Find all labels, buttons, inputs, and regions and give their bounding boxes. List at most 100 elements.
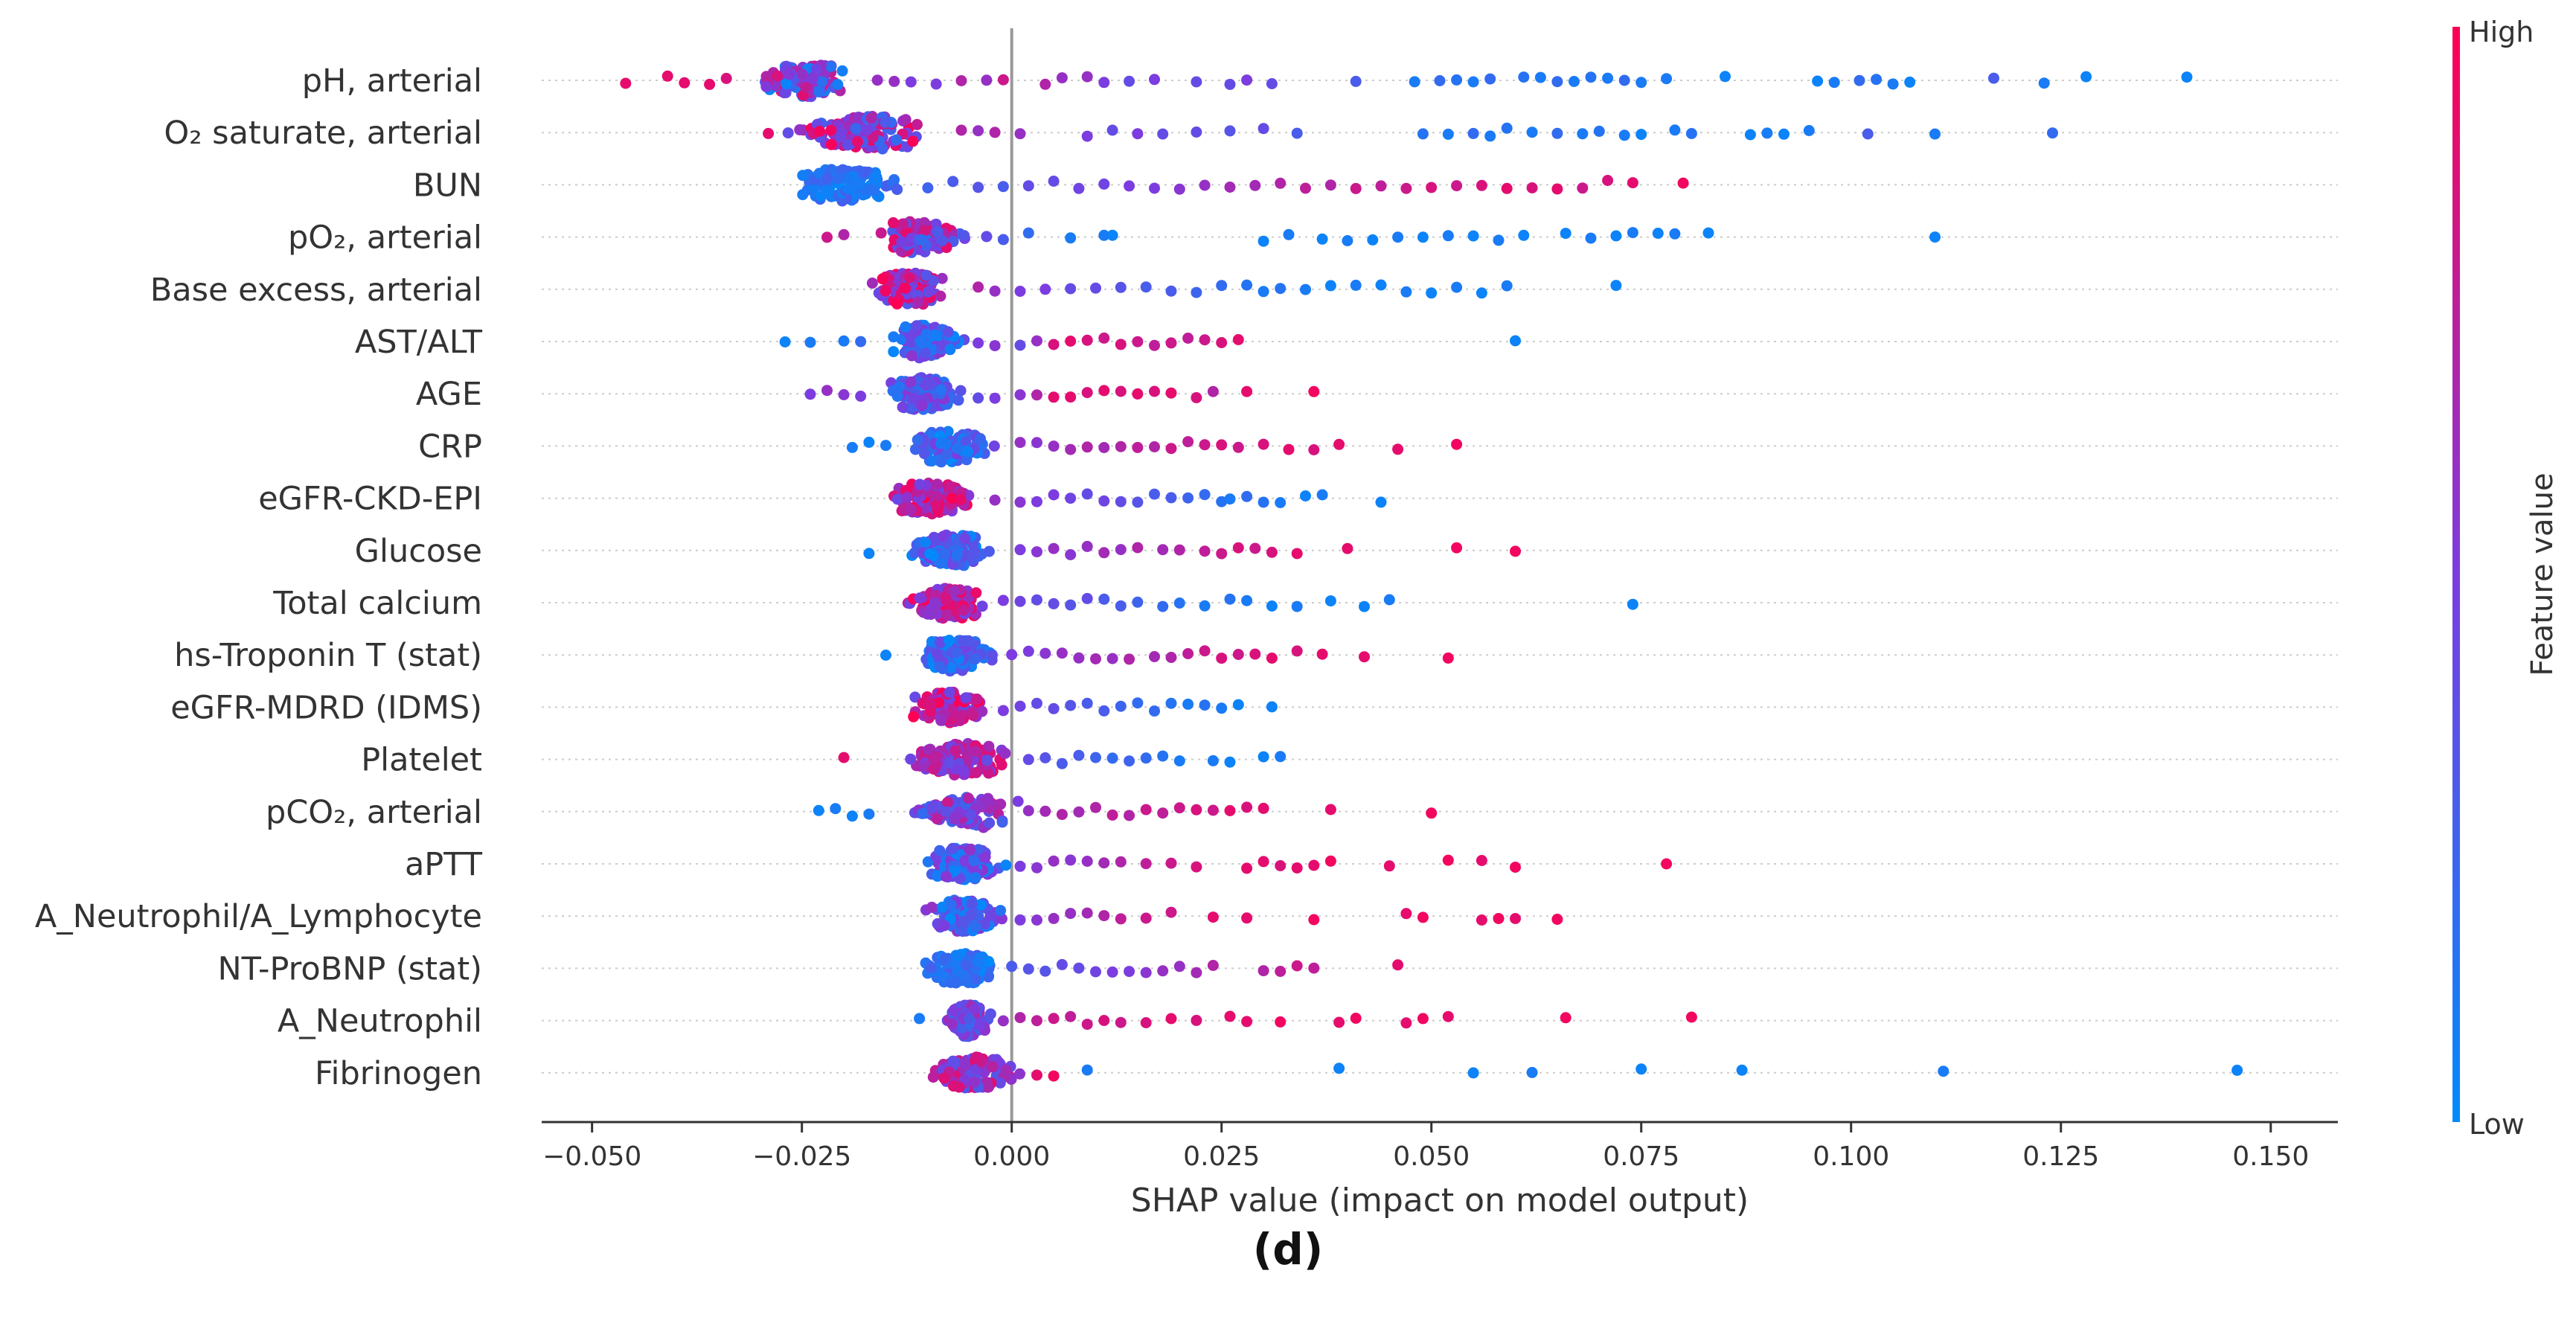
data-point bbox=[1585, 71, 1597, 83]
data-point bbox=[949, 865, 960, 877]
data-point bbox=[897, 218, 909, 230]
data-point bbox=[952, 394, 964, 406]
data-point bbox=[1720, 71, 1731, 83]
data-point bbox=[704, 78, 716, 90]
data-point bbox=[1098, 385, 1110, 397]
data-point bbox=[1241, 595, 1253, 606]
data-point bbox=[1106, 966, 1118, 978]
data-point bbox=[997, 74, 1009, 86]
data-point bbox=[1106, 229, 1118, 241]
data-point bbox=[997, 234, 1009, 246]
data-point bbox=[850, 123, 862, 135]
data-point bbox=[940, 438, 952, 450]
data-point bbox=[974, 1019, 986, 1031]
data-point bbox=[1048, 702, 1060, 714]
data-point bbox=[1451, 180, 1463, 192]
data-point bbox=[933, 696, 945, 708]
data-point bbox=[1266, 600, 1278, 612]
data-point bbox=[852, 136, 863, 147]
data-point bbox=[1014, 437, 1026, 449]
feature-label: pH, arterial bbox=[302, 63, 482, 100]
data-point bbox=[1165, 857, 1177, 869]
data-point bbox=[781, 78, 792, 89]
data-point bbox=[763, 127, 775, 139]
data-point bbox=[1191, 392, 1202, 403]
data-point bbox=[1140, 967, 1152, 978]
data-point bbox=[943, 757, 955, 769]
data-point bbox=[962, 635, 974, 647]
data-point bbox=[1476, 287, 1487, 299]
data-point bbox=[1887, 78, 1899, 90]
data-point bbox=[1065, 493, 1077, 504]
data-point bbox=[1031, 594, 1042, 606]
data-point bbox=[957, 969, 969, 981]
x-tick-label: 0.150 bbox=[2232, 1141, 2309, 1172]
data-point bbox=[1073, 652, 1085, 664]
data-point bbox=[880, 285, 891, 297]
data-point bbox=[1014, 496, 1026, 508]
data-point bbox=[1392, 959, 1404, 971]
data-point bbox=[1442, 652, 1454, 664]
data-point bbox=[906, 336, 917, 348]
data-point bbox=[931, 648, 943, 660]
data-point bbox=[1342, 542, 1353, 554]
data-point bbox=[1283, 443, 1295, 455]
data-point bbox=[1065, 549, 1077, 560]
data-point bbox=[1065, 336, 1077, 347]
data-point bbox=[1442, 1010, 1454, 1022]
data-point bbox=[1257, 496, 1269, 508]
data-point bbox=[950, 949, 962, 961]
data-point bbox=[1593, 125, 1605, 137]
data-point bbox=[838, 228, 850, 240]
data-point bbox=[863, 548, 875, 560]
data-point bbox=[979, 918, 990, 930]
data-point bbox=[821, 385, 833, 397]
data-point bbox=[930, 760, 942, 772]
data-point bbox=[1677, 177, 1689, 189]
data-point bbox=[1400, 286, 1412, 298]
colorbar-title: Feature value bbox=[2525, 472, 2560, 676]
data-point bbox=[947, 176, 959, 188]
data-point bbox=[973, 392, 984, 404]
feature-label: pO₂, arterial bbox=[288, 220, 482, 257]
data-point bbox=[1442, 128, 1454, 140]
data-point bbox=[1300, 283, 1311, 295]
feature-label: O₂ saturate, arterial bbox=[164, 115, 482, 152]
data-point bbox=[1165, 492, 1177, 504]
data-point bbox=[1577, 182, 1589, 194]
colorbar: High Low Feature value bbox=[2452, 16, 2560, 1141]
data-point bbox=[960, 959, 972, 971]
data-point bbox=[1291, 127, 1303, 139]
x-tick-label: −0.025 bbox=[752, 1141, 851, 1172]
data-point bbox=[1451, 74, 1463, 86]
data-point bbox=[975, 433, 986, 444]
colorbar-high-label: High bbox=[2469, 16, 2534, 48]
data-point bbox=[936, 235, 948, 246]
data-point bbox=[1014, 860, 1026, 872]
data-point bbox=[1661, 73, 1673, 85]
data-point bbox=[887, 225, 899, 237]
data-point bbox=[1266, 701, 1278, 713]
data-point bbox=[994, 1077, 1006, 1089]
data-point bbox=[1216, 496, 1228, 507]
data-point bbox=[917, 808, 928, 819]
data-point bbox=[2047, 127, 2058, 139]
data-point bbox=[1241, 1016, 1253, 1028]
data-point bbox=[1048, 855, 1060, 867]
data-point bbox=[1417, 1013, 1429, 1025]
data-point bbox=[1602, 72, 1614, 84]
data-point bbox=[833, 173, 845, 185]
data-point bbox=[1669, 228, 1681, 240]
feature-labels: pH, arterial O₂ saturate, arterial BUN pO₂,… bbox=[35, 63, 483, 1092]
data-point bbox=[962, 792, 974, 804]
data-point bbox=[661, 70, 673, 82]
data-point bbox=[966, 898, 978, 910]
data-point bbox=[1165, 285, 1177, 297]
data-point bbox=[1039, 647, 1051, 659]
x-tick-label: −0.050 bbox=[542, 1141, 641, 1172]
data-point bbox=[1149, 705, 1160, 717]
data-point bbox=[988, 440, 1000, 452]
data-point bbox=[1039, 283, 1051, 295]
data-point bbox=[906, 350, 917, 362]
data-point bbox=[930, 750, 942, 762]
